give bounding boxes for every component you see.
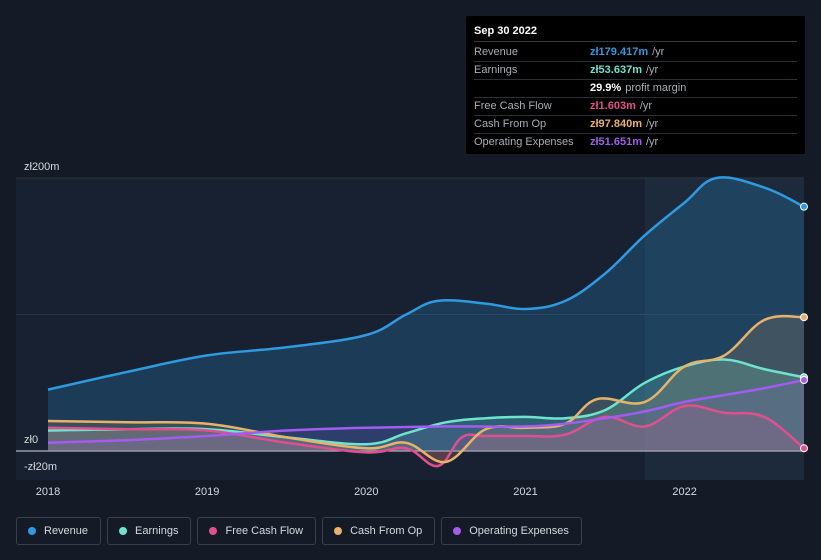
y-tick-label: -zł20m	[24, 461, 57, 473]
tooltip-row-unit: /yr	[645, 118, 659, 130]
tooltip-row-value: zł179.417m	[590, 46, 649, 58]
cash-from-op-area	[48, 316, 804, 463]
tooltip-row-value: 29.9%	[590, 82, 622, 94]
x-tick-label: 2019	[195, 486, 219, 498]
tooltip-row-label: Earnings	[474, 64, 518, 76]
revenue-end-point	[800, 202, 808, 211]
legend-dot-icon	[334, 527, 343, 535]
revenue-area	[48, 177, 804, 451]
tooltip-row-unit: /yr	[645, 136, 659, 148]
tooltip-row-label	[474, 80, 590, 97]
x-tick-label: 2020	[354, 486, 378, 498]
financial-history-chart: zł200m zł0 -zł20m 2018 2019 2020 2021 2022	[16, 161, 808, 498]
free-cash-flow-area	[48, 405, 804, 467]
series-end-dots	[800, 202, 808, 453]
cash-from-op-end-point	[800, 313, 808, 322]
y-tick-label: zł0	[24, 434, 38, 446]
tooltip-row-unit: profit margin	[625, 82, 687, 94]
tooltip-row-unit: /yr	[645, 64, 659, 76]
legend-toggle-operating-expenses[interactable]: Operating Expenses	[441, 517, 582, 545]
legend-dot-icon	[453, 527, 462, 535]
legend-label: Operating Expenses	[469, 525, 569, 537]
legend-label: Free Cash Flow	[225, 525, 304, 537]
series-lines	[47, 176, 805, 468]
tooltip-rows: Revenue zł179.417m/yr Earnings zł53.637m/yr…	[474, 44, 797, 151]
tooltip-row: 29.9% profit margin	[474, 80, 797, 98]
revenue-line	[47, 176, 805, 391]
tooltip-row-value: zł51.651m	[590, 136, 642, 148]
x-tick-label: 2021	[513, 486, 537, 498]
legend-label: Cash From Op	[350, 525, 423, 537]
legend-toggle-free-cash-flow[interactable]: Free Cash Flow	[197, 517, 317, 545]
x-tick-label: 2022	[672, 486, 696, 498]
tooltip-row: Earnings zł53.637m/yr	[474, 62, 797, 80]
free-cash-flow-line	[47, 404, 805, 468]
tooltip-row-label: Free Cash Flow	[474, 100, 552, 112]
tooltip-row: Free Cash Flow zł1.603m/yr	[474, 98, 797, 116]
x-axis-ticks: 2018 2019 2020 2021 2022	[36, 486, 697, 498]
operating-expenses-line	[47, 378, 805, 445]
chart-legend: Revenue Earnings Free Cash Flow Cash From O…	[16, 517, 582, 545]
tooltip-row-value: zł53.637m	[590, 64, 642, 76]
legend-toggle-cash-from-op[interactable]: Cash From Op	[322, 517, 436, 545]
tooltip-row-label: Cash From Op	[474, 118, 547, 130]
operating-expenses-end-point	[800, 376, 808, 385]
tooltip-row-value: zł1.603m	[590, 100, 636, 112]
tooltip-row: Operating Expenses zł51.651m/yr	[474, 134, 797, 151]
free-cash-flow-end-point	[800, 444, 808, 453]
legend-toggle-revenue[interactable]: Revenue	[16, 517, 102, 545]
legend-dot-icon	[209, 527, 218, 535]
tooltip-row-unit: /yr	[639, 100, 653, 112]
operating-expenses-area	[48, 380, 804, 451]
legend-label: Revenue	[44, 525, 89, 537]
tooltip-row: Cash From Op zł97.840m/yr	[474, 116, 797, 134]
highlight-region	[644, 178, 804, 480]
chart-gridlines	[16, 177, 804, 452]
legend-toggle-earnings[interactable]: Earnings	[107, 517, 192, 545]
tooltip-date: Sep 30 2022	[474, 24, 797, 42]
tooltip-row: Revenue zł179.417m/yr	[474, 44, 797, 62]
legend-label: Earnings	[135, 525, 179, 537]
y-axis-ticks: zł200m zł0 -zł20m	[24, 161, 59, 473]
tooltip-row-label: Operating Expenses	[474, 136, 574, 148]
y-tick-label: zł200m	[24, 161, 59, 173]
earnings-area	[48, 359, 804, 451]
tooltip-row-label: Revenue	[474, 46, 519, 58]
tooltip-row-unit: /yr	[652, 46, 665, 58]
data-tooltip: Sep 30 2022 Revenue zł179.417m/yr Earnings…	[466, 16, 805, 154]
tooltip-row-value: zł97.840m	[590, 118, 642, 130]
x-tick-label: 2018	[36, 486, 60, 498]
legend-dot-icon	[119, 527, 128, 535]
legend-dot-icon	[28, 527, 36, 535]
series-areas	[48, 177, 804, 467]
